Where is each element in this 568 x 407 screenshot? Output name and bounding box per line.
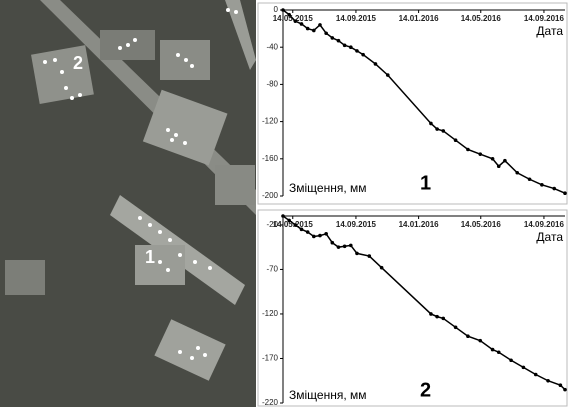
data-point	[546, 379, 550, 383]
data-point	[281, 214, 285, 218]
data-point	[491, 157, 495, 161]
data-point	[380, 266, 384, 270]
data-point	[478, 339, 482, 343]
data-point	[367, 254, 371, 258]
y-tick-label: -40	[266, 42, 278, 51]
data-point	[386, 73, 390, 77]
chart-annotation: 1	[420, 172, 431, 194]
data-point	[349, 244, 353, 248]
y-tick-label: -170	[262, 354, 279, 363]
data-point	[478, 152, 482, 156]
data-point	[355, 49, 359, 53]
data-point	[429, 122, 433, 126]
image-label: 1	[145, 247, 155, 267]
data-point	[559, 383, 563, 387]
data-point	[528, 177, 532, 181]
data-point	[563, 191, 567, 195]
data-point	[318, 234, 322, 238]
data-point	[318, 23, 322, 27]
data-point	[534, 373, 538, 377]
data-point	[331, 241, 335, 245]
data-point	[552, 187, 556, 191]
data-point	[324, 232, 328, 236]
data-point	[466, 148, 470, 152]
data-point	[294, 19, 298, 23]
data-point	[324, 31, 328, 35]
figure: 2 1 0 -40 -80 -120 -160 -200 14.05.2015 14.09.2…	[0, 0, 568, 407]
data-point	[300, 228, 304, 232]
y-tick-label: 0	[274, 5, 279, 14]
y-tick-label: -220	[262, 398, 279, 407]
data-point	[540, 183, 544, 187]
data-point	[312, 235, 316, 239]
data-point	[497, 350, 501, 354]
data-point	[355, 252, 359, 256]
data-point	[361, 53, 365, 57]
data-point	[312, 29, 316, 33]
y-tick-label: -80	[266, 80, 278, 89]
y-tick-label: -120	[262, 117, 279, 126]
data-point	[441, 317, 445, 321]
data-point	[522, 366, 526, 370]
data-point	[435, 127, 439, 131]
data-point	[337, 245, 341, 249]
y-axis-label: Зміщення, мм	[289, 388, 367, 402]
x-tick-label: 14.09.2016	[524, 14, 565, 23]
x-tick-label: 14.01.2016	[399, 220, 440, 229]
data-point	[331, 36, 335, 40]
data-point	[337, 39, 341, 43]
data-point	[349, 45, 353, 49]
x-tick-label: 14.05.2015	[273, 220, 314, 229]
x-tick-label: 14.09.2016	[524, 220, 565, 229]
chart-annotation: 2	[420, 379, 431, 401]
data-point	[294, 223, 298, 227]
data-point	[491, 348, 495, 352]
y-tick-label: -160	[262, 154, 279, 163]
x-tick-label: 14.01.2016	[399, 14, 440, 23]
data-point	[454, 138, 458, 142]
y-tick-label: -120	[262, 309, 279, 318]
data-point	[454, 326, 458, 330]
x-tick-label: 14.05.2016	[461, 220, 502, 229]
data-point	[441, 129, 445, 133]
data-point	[287, 13, 291, 17]
data-point	[300, 22, 304, 26]
data-point	[306, 27, 310, 31]
y-tick-label: -70	[266, 265, 278, 274]
y-tick-label: -200	[262, 191, 279, 200]
x-tick-label: 14.09.2015	[336, 14, 377, 23]
x-axis-label: Дата	[536, 230, 563, 244]
data-point	[497, 164, 501, 168]
data-point	[287, 219, 291, 223]
x-axis-label: Дата	[536, 24, 563, 38]
data-point	[435, 315, 439, 319]
data-point	[503, 159, 507, 163]
data-point	[429, 312, 433, 316]
data-point	[306, 230, 310, 234]
aerial-image: 2 1	[0, 0, 256, 407]
chart-panel	[258, 210, 567, 406]
x-tick-label: 14.05.2016	[461, 14, 502, 23]
data-point	[374, 62, 378, 66]
data-point	[509, 358, 513, 362]
data-point	[563, 388, 567, 392]
data-point	[466, 334, 470, 338]
data-point	[281, 8, 285, 12]
data-point	[515, 171, 519, 175]
image-label: 2	[73, 53, 83, 73]
y-axis-label: Зміщення, мм	[289, 181, 367, 195]
data-point	[343, 44, 347, 48]
data-point	[343, 244, 347, 248]
x-tick-label: 14.09.2015	[336, 220, 377, 229]
